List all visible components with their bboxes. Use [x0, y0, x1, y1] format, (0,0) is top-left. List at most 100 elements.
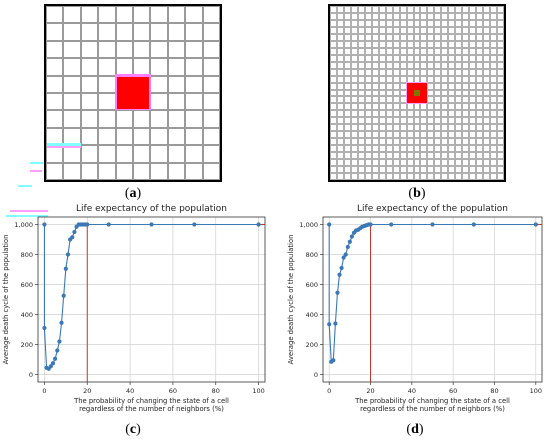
grid-cell: [336, 75, 344, 83]
grid-cell: [399, 117, 407, 125]
grid-cell: [133, 110, 151, 128]
grid-cell: [441, 75, 449, 83]
y-tick-label: 600: [21, 281, 33, 289]
grid-cell: [98, 6, 116, 24]
grid-cell: [385, 61, 393, 69]
grid-cell: [357, 110, 365, 118]
grid-cell: [336, 166, 344, 174]
grid-cell: [441, 131, 449, 139]
grid-cell: [378, 6, 386, 13]
grid-cell: [490, 61, 498, 69]
grid-cell: [63, 23, 81, 41]
grid-cell: [406, 145, 414, 153]
grid-cell: [392, 6, 400, 13]
grid-cell: [469, 19, 477, 27]
grid-cell: [202, 75, 220, 93]
data-point: [327, 222, 332, 227]
x-axis-label-line1: The probability of changing the state of…: [73, 397, 229, 405]
grid-cell: [497, 68, 504, 76]
grid-cell: [133, 40, 151, 59]
grid-cell: [392, 96, 400, 104]
grid-cell: [378, 131, 386, 139]
grid-cell: [413, 54, 421, 62]
data-point: [430, 222, 435, 227]
grid-cell: [476, 75, 484, 83]
grid-cell: [455, 96, 463, 104]
grid-cell: [336, 40, 344, 48]
grid-cell: [413, 131, 421, 139]
grid-cell: [336, 47, 344, 55]
grid-cell: [441, 152, 449, 160]
grid-cell: [115, 145, 133, 163]
grid-cell: [330, 131, 337, 139]
grid-cell: [385, 89, 393, 97]
grid-cell: [448, 40, 456, 48]
render-artifact: [6, 215, 48, 217]
grid-cell: [202, 93, 220, 111]
grid-cell: [455, 6, 463, 13]
grid-cell: [133, 6, 151, 24]
grid-cell: [385, 159, 393, 167]
grid-cell: [497, 166, 504, 174]
data-point: [256, 222, 261, 227]
grid-cell: [490, 33, 498, 41]
grid-cell: [483, 89, 491, 97]
grid-cell: [413, 103, 421, 111]
grid-cell: [185, 145, 203, 163]
grid-cell: [385, 12, 393, 20]
grid-cell: [371, 26, 379, 34]
grid-cell: [378, 75, 386, 83]
x-tick-label: 60: [449, 387, 457, 395]
grid-cell: [476, 159, 484, 167]
grid-cell: [469, 33, 477, 41]
grid-cell: [392, 110, 400, 118]
grid-cell: [483, 124, 491, 132]
grid-cell: [330, 145, 337, 153]
grid-cell: [441, 166, 449, 174]
grid-cell: [357, 19, 365, 27]
grid-cell: [434, 54, 442, 62]
grid-cell: [133, 127, 151, 146]
grid-cell: [434, 19, 442, 27]
grid-cell: [441, 54, 449, 62]
grid-cell: [385, 145, 393, 153]
grid-cell: [455, 47, 463, 55]
grid-cell: [385, 6, 393, 13]
grid-cell: [462, 96, 470, 104]
grid-cell: [462, 40, 470, 48]
grid-cell: [483, 54, 491, 62]
grid-cell: [392, 166, 400, 174]
grid-cell: [371, 145, 379, 153]
grid-cell: [371, 33, 379, 41]
grid-cell: [115, 6, 133, 24]
grid-cell: [385, 68, 393, 76]
grid-cell: [343, 96, 351, 104]
x-tick-label: 20: [366, 387, 374, 395]
grid-cell: [434, 152, 442, 160]
render-artifact: [47, 143, 81, 146]
grid-cell: [441, 40, 449, 48]
grid-cell: [420, 68, 428, 76]
grid-cell: [185, 40, 203, 59]
data-point: [149, 222, 154, 227]
grid-cell: [357, 47, 365, 55]
grid-cell: [167, 23, 186, 41]
grid-cell: [434, 75, 442, 83]
grid-cell: [455, 166, 463, 174]
grid-cell: [336, 103, 344, 111]
grid-cell: [455, 131, 463, 139]
grid-cell: [371, 159, 379, 167]
data-point: [55, 348, 60, 353]
grid-cell: [115, 162, 133, 180]
grid-cell: [185, 23, 203, 41]
grid-cell: [350, 19, 358, 27]
grid-cell: [420, 166, 428, 174]
grid-cell: [336, 12, 344, 20]
grid-cell: [371, 6, 379, 13]
grid-cell: [490, 12, 498, 20]
grid-cell: [330, 82, 337, 90]
grid-cell: [497, 26, 504, 34]
grid-cell: [343, 40, 351, 48]
grid-cell: [364, 47, 372, 55]
grid-cell: [378, 173, 386, 180]
